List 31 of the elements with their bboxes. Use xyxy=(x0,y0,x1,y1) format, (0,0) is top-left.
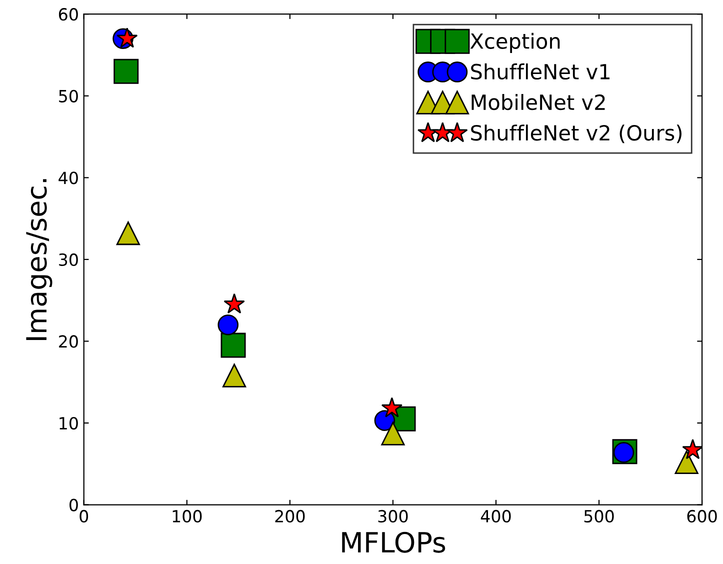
point xyxy=(682,438,702,460)
y-tick-label: 50 xyxy=(59,90,78,102)
legend-label: MobileNet v2 xyxy=(472,94,605,110)
y-tick-label: 0 xyxy=(70,498,78,512)
point xyxy=(116,28,138,48)
y-axis-title: Images/sec. xyxy=(26,179,52,340)
y-tick-label: 40 xyxy=(58,172,78,184)
x-tick-label: 0 xyxy=(80,510,88,523)
point xyxy=(116,221,140,246)
point xyxy=(114,58,139,84)
point xyxy=(218,314,239,336)
point xyxy=(381,422,405,446)
y-tick-label: 20 xyxy=(59,335,78,348)
x-tick-label: 600 xyxy=(687,510,717,523)
point xyxy=(220,332,246,358)
y-tick-label: 60 xyxy=(58,8,78,21)
legend-label: ShuffleNet v2 (Ours) xyxy=(471,124,682,144)
x-axis-title: MFLOPs xyxy=(342,532,446,553)
x-tick-label: 300 xyxy=(378,510,408,523)
x-tick-label: 500 xyxy=(584,510,614,523)
y-tick-label: 30 xyxy=(59,253,78,266)
x-tick-label: 400 xyxy=(480,510,511,523)
point xyxy=(381,397,403,418)
point xyxy=(224,293,245,314)
legend-label: ShuffleNet v1 xyxy=(471,63,610,80)
point xyxy=(674,450,698,474)
legend-label: Xception xyxy=(470,32,560,54)
point xyxy=(222,364,246,388)
x-tick-label: 100 xyxy=(172,510,202,523)
y-tick-label: 10 xyxy=(60,416,78,430)
x-tick-label: 200 xyxy=(275,510,305,523)
